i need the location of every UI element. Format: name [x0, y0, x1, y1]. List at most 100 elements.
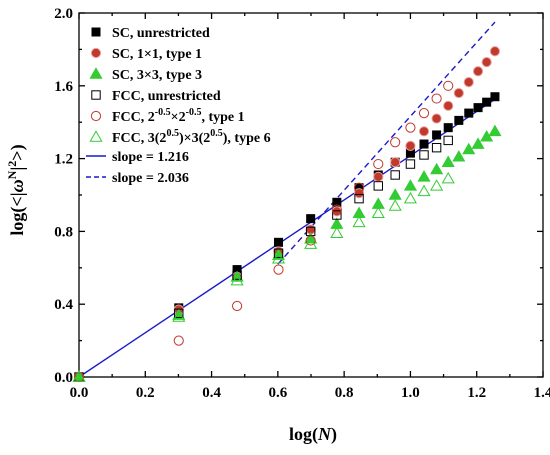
data-point-s1: [490, 92, 500, 102]
legend-marker: [90, 47, 102, 59]
y-tick-label: 0.0: [54, 370, 73, 386]
x-tick-label: 0.0: [70, 385, 89, 401]
data-point-s2: [463, 77, 474, 88]
axes: 0.0 0.2 0.4 0.6 0.8 1.0 1.2 1.4 0.0 0.4 0.8 1.2 1.6 2…: [54, 6, 550, 401]
legend-marker: [89, 67, 103, 79]
legend-marker: [90, 110, 102, 122]
x-tick-label: 0.2: [136, 385, 155, 401]
data-point-s6: [172, 310, 186, 322]
legend-marker: [91, 90, 101, 100]
data-point-s2: [453, 87, 464, 99]
data-point-s3: [417, 170, 431, 182]
legend-label: FCC, 2-0.5×2-0.5, type 1: [112, 107, 245, 125]
data-point-s1: [419, 139, 429, 149]
data-point-s5: [305, 235, 316, 246]
y-tick-label: 1.2: [54, 152, 73, 168]
legend-label: SC, 3×3, type 3: [112, 68, 202, 83]
legend-marker: [91, 27, 101, 37]
x-tick-label: 1.4: [534, 385, 550, 401]
data-point-s2: [390, 157, 401, 168]
data-point-s3: [441, 155, 455, 168]
data-point-s6: [371, 206, 385, 218]
data-point-s4: [174, 308, 184, 319]
data-point-s4: [232, 270, 242, 280]
x-tick-label: 0.4: [202, 385, 221, 401]
data-point-s2: [373, 171, 384, 182]
data-point-s3: [488, 124, 502, 137]
data-point-s5: [431, 93, 442, 104]
data-point-s2: [489, 46, 501, 57]
x-tick-label: 1.0: [401, 385, 420, 401]
data-point-s5: [373, 158, 384, 170]
data-point-s3: [388, 188, 402, 200]
data-point-s4: [373, 181, 383, 191]
data-point-s6: [441, 171, 455, 184]
data-markers: [72, 46, 502, 383]
legend-label: FCC, 3(20.5)×3(20.5), type 6: [112, 128, 271, 146]
x-tick-label: 0.6: [268, 385, 287, 401]
data-point-s6: [304, 237, 318, 249]
data-point-s2: [418, 126, 430, 137]
data-point-s2: [431, 113, 442, 124]
data-point-s1: [454, 115, 464, 125]
data-point-s6: [230, 273, 244, 286]
data-point-s5: [331, 204, 342, 215]
data-point-s5: [405, 122, 416, 133]
data-point-s6: [352, 215, 366, 228]
data-point-s4: [419, 150, 429, 160]
y-tick-label: 0.4: [54, 297, 73, 313]
data-point-s3: [452, 150, 466, 162]
data-point-s5: [353, 182, 365, 193]
data-point-s3: [430, 162, 444, 175]
data-point-s5: [273, 264, 284, 275]
data-point-s2: [481, 57, 492, 68]
data-point-s4: [390, 170, 400, 180]
legend-label: slope = 1.216: [112, 150, 189, 165]
data-point-s5: [173, 335, 184, 346]
data-point-s3: [271, 248, 286, 260]
data-point-s4: [332, 210, 342, 220]
legend-label: slope = 2.036: [112, 171, 189, 186]
y-axis-title: log(<|ωN|2>): [5, 144, 28, 235]
data-point-s5: [390, 137, 401, 148]
data-point-s6: [403, 191, 417, 204]
data-point-s6: [72, 370, 86, 382]
data-point-s3: [230, 270, 244, 282]
y-tick-label: 1.6: [54, 79, 73, 95]
data-point-s4: [405, 159, 416, 169]
data-point-s1: [473, 103, 483, 113]
data-point-s6: [430, 179, 444, 191]
y-tick-label: 0.8: [54, 224, 73, 240]
data-point-s1: [274, 237, 284, 247]
data-point-s4: [273, 248, 284, 258]
data-point-s2: [405, 140, 416, 151]
data-point-s1: [306, 214, 316, 224]
legend-label: SC, unrestricted: [112, 26, 210, 41]
data-point-s4: [354, 193, 364, 204]
data-point-s1: [432, 130, 442, 140]
data-point-s2: [353, 188, 365, 199]
data-point-s3: [471, 137, 485, 149]
legend: SC, unrestricted SC, 1×1, type 1 SC, 3×3, …: [86, 26, 271, 186]
data-point-s4: [443, 135, 453, 146]
data-point-s1: [482, 97, 492, 107]
data-point-s6: [330, 226, 344, 238]
legend-label: SC, 1×1, type 1: [112, 47, 202, 62]
x-tick-label: 0.8: [335, 385, 354, 401]
data-point-s2: [472, 66, 484, 77]
legend-marker: [89, 130, 103, 142]
data-point-s6: [271, 251, 286, 264]
data-point-s6: [417, 184, 431, 197]
x-axis-title: log(N): [289, 424, 337, 445]
data-point-s3: [403, 179, 417, 191]
data-point-s1: [464, 108, 474, 118]
data-point-s1: [443, 123, 453, 133]
data-point-s5: [443, 80, 454, 91]
data-point-s4: [431, 142, 442, 153]
data-point-s5: [231, 300, 243, 312]
data-point-s2: [443, 100, 454, 111]
x-tick-label: 1.2: [467, 385, 486, 401]
data-point-s5: [418, 108, 430, 119]
